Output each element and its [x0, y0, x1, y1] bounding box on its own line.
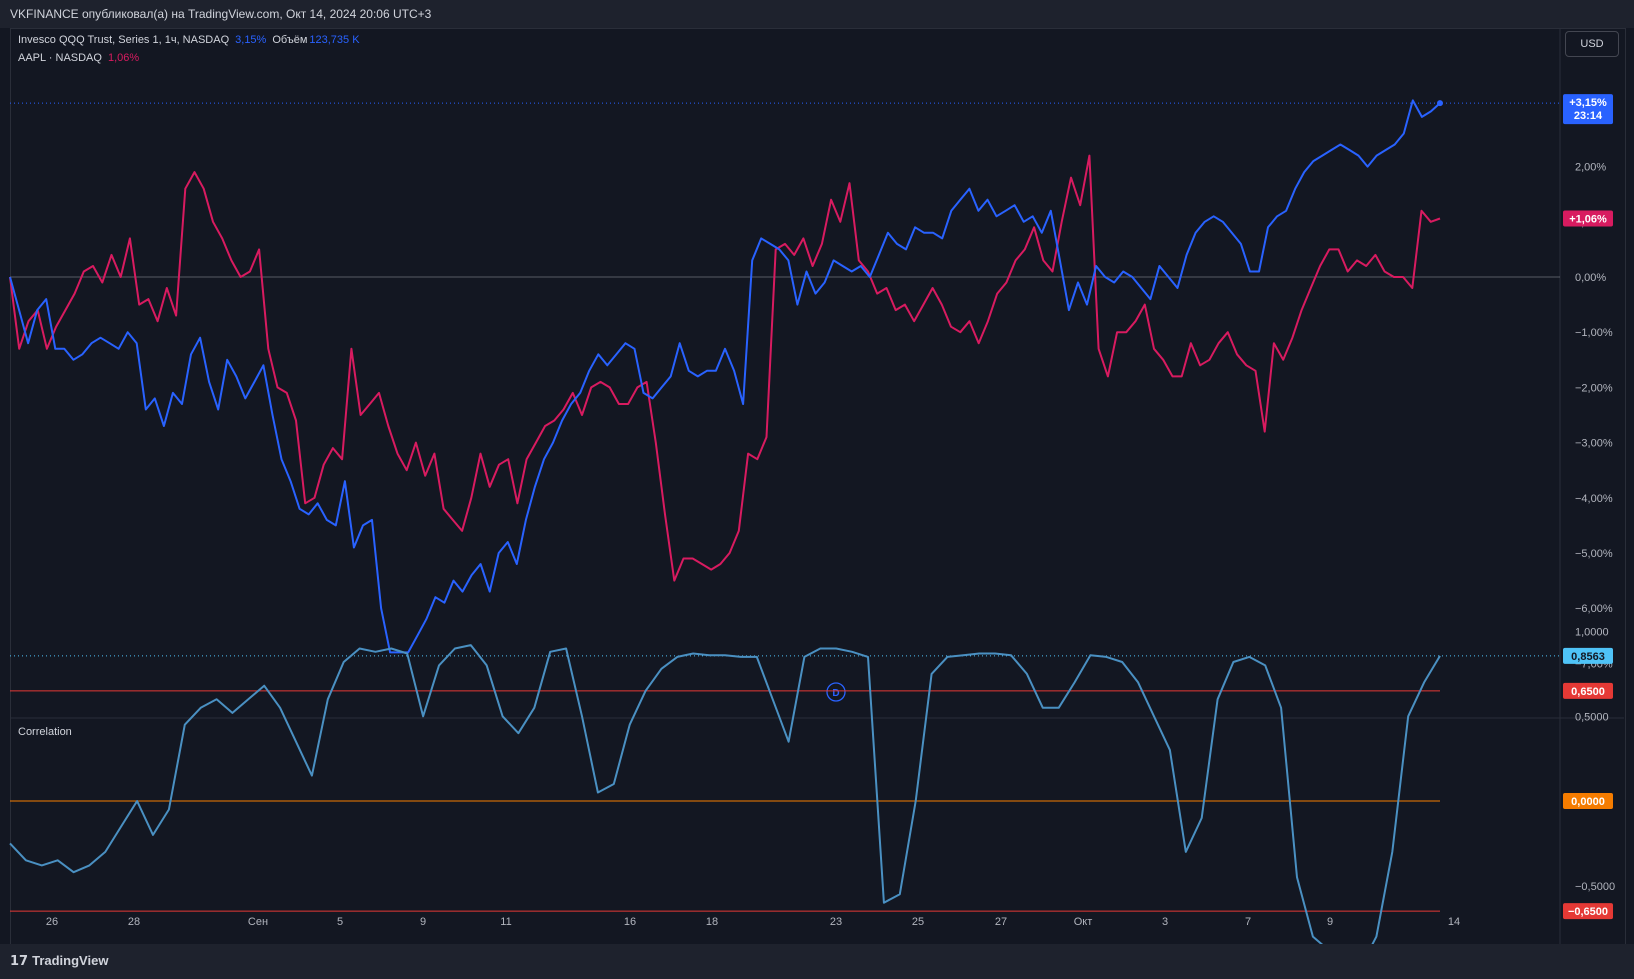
publication-bar: VKFINANCE опубликовал(а) на TradingView.… [0, 0, 1634, 28]
price-axis-tick-label: 0,00% [1575, 272, 1606, 284]
aapl-last-value-badge-text: +1,06% [1569, 213, 1607, 225]
time-axis-tick-label: 16 [624, 916, 636, 928]
time-axis-tick-label: 14 [1448, 916, 1460, 928]
time-axis-tick-label: 5 [337, 916, 343, 928]
qqq-series-line [9, 99, 1441, 654]
correlation-last-badge-text: 0,8563 [1571, 651, 1605, 663]
time-axis-tick-label: 3 [1162, 916, 1168, 928]
volume-label: Объём [272, 34, 308, 46]
time-axis-tick-label: 25 [912, 916, 924, 928]
compare-symbol-name: AAPL · NASDAQ [18, 52, 102, 64]
correlation-level-badge [1563, 793, 1613, 809]
time-axis-tick-label: 27 [995, 916, 1007, 928]
time-axis-tick-label: Окт [1074, 916, 1093, 928]
correlation-pane-title: Correlation [18, 726, 72, 738]
qqq-last-value-badge [1563, 94, 1613, 125]
compare-symbol-legend[interactable]: AAPL · NASDAQ 1,06% [18, 52, 145, 64]
price-axis-tick-label: −1,00% [1575, 327, 1613, 339]
time-axis-tick-label: 7 [1245, 916, 1251, 928]
price-axis-tick-label: −4,00% [1575, 493, 1613, 505]
correlation-line [9, 644, 1441, 969]
time-axis-tick-label: 28 [128, 916, 140, 928]
time-axis-tick-label: 18 [706, 916, 718, 928]
main-symbol-name: Invesco QQQ Trust, Series 1, 1ч, NASDAQ [18, 34, 230, 46]
correlation-level-badge-text: −0,6500 [1568, 906, 1608, 918]
main-symbol-change: 3,15% [235, 34, 267, 46]
price-axis-tick-label: 2,00% [1575, 162, 1606, 174]
volume-value: 123,735 K [309, 34, 360, 46]
price-axis-tick-label: −2,00% [1575, 382, 1613, 394]
time-axis-tick-label: Сен [248, 916, 268, 928]
time-axis-tick-label: 9 [1327, 916, 1333, 928]
tradingview-brand: TradingView [32, 953, 109, 968]
qqq-last-value-badge-text: +3,15% [1569, 97, 1607, 109]
footer-bar: 𝟭𝟳 TradingView [0, 944, 1634, 979]
aapl-last-value-badge [1563, 210, 1613, 227]
currency-button[interactable]: USD [1565, 31, 1619, 57]
qqq-last-value-badge-text: 23:14 [1574, 110, 1603, 122]
dividend-event-marker [826, 682, 846, 702]
price-axis-tick-label: −3,00% [1575, 438, 1613, 450]
tradingview-logo-icon: 𝟭𝟳 [10, 953, 29, 968]
price-axis-tick-label: −6,00% [1575, 603, 1613, 615]
dividend-event-label: D [832, 688, 839, 699]
time-axis-tick-label: 11 [500, 916, 511, 928]
time-axis-tick-label: 9 [420, 916, 426, 928]
tradingview-logo[interactable]: 𝟭𝟳 TradingView [10, 953, 108, 969]
publication-info: VKFINANCE опубликовал(а) на TradingView.… [10, 7, 432, 21]
correlation-level-badge [1563, 682, 1613, 699]
correlation-level-badge-text: 0,0000 [1571, 796, 1605, 808]
correlation-last-badge [1563, 647, 1613, 664]
price-axis-tick-label: −5,00% [1575, 548, 1613, 560]
correlation-axis-tick-label: −0,5000 [1575, 881, 1615, 893]
correlation-axis-tick-label: 0,5000 [1575, 711, 1609, 723]
chart-frame [10, 28, 1626, 946]
time-axis-tick-label: 23 [830, 916, 842, 928]
correlation-level-badge [1563, 903, 1613, 920]
main-symbol-legend[interactable]: Invesco QQQ Trust, Series 1, 1ч, NASDAQ 3… [18, 34, 366, 46]
aapl-series-line [9, 154, 1441, 582]
qqq-last-point [1437, 100, 1443, 107]
time-axis-tick-label: 26 [46, 916, 58, 928]
correlation-level-badge-text: 0,6500 [1571, 686, 1605, 698]
correlation-axis-tick-label: 1,0000 [1575, 627, 1609, 639]
compare-symbol-change: 1,06% [107, 52, 140, 64]
